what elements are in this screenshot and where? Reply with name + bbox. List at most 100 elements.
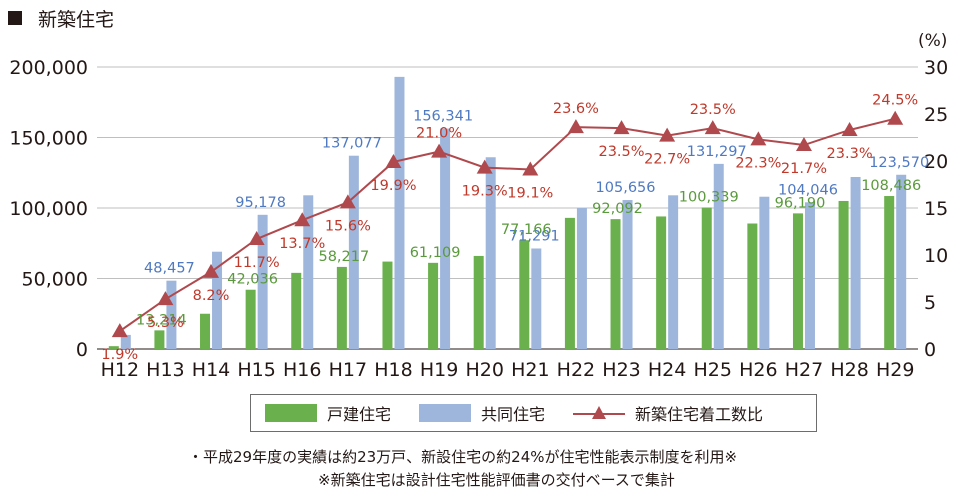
x-tick-label: H28 [830, 359, 868, 381]
x-tick-label: H20 [465, 359, 503, 381]
data-label-collective: 104,046 [778, 182, 838, 198]
y-right-tick-label: 0 [924, 339, 936, 361]
data-label-ratio: 19.3% [462, 184, 508, 200]
ratio-point-marker [795, 137, 812, 152]
x-tick-label: H13 [146, 359, 184, 381]
bar-detached [336, 266, 347, 349]
data-label-ratio: 19.9% [370, 178, 416, 194]
x-tick-label: H17 [329, 359, 367, 381]
bar-detached [291, 272, 302, 349]
y-left-tick-label: 100,000 [9, 198, 88, 220]
legend-swatch-collective [419, 404, 472, 422]
bar-collective [713, 163, 724, 349]
data-label-collective: 131,297 [687, 144, 747, 160]
x-tick-label: H23 [602, 359, 640, 381]
ratio-point-marker [248, 231, 265, 246]
data-label-ratio: 13.7% [279, 236, 325, 252]
ratio-point-marker [522, 161, 539, 176]
data-label-detached: 100,339 [679, 190, 739, 206]
ratio-point-marker [339, 194, 356, 209]
x-tick-label: H14 [192, 359, 230, 381]
x-tick-label: H26 [739, 359, 777, 381]
bar-detached [245, 289, 256, 349]
ratio-point-marker [750, 131, 767, 146]
legend-item-ratio: 新築住宅着工数比 [573, 401, 763, 425]
x-tick-label: H25 [694, 359, 732, 381]
bar-collective [348, 155, 359, 349]
x-tick-label: H27 [785, 359, 823, 381]
ratio-point-marker [567, 119, 584, 134]
bar-detached [610, 219, 621, 349]
data-label-collective: 123,570 [869, 155, 929, 171]
ratio-point-marker [157, 291, 174, 306]
footnote-line-1: ・平成29年度の実績は約23万戸、新設住宅の約24%が住宅性能表示制度を利用※ [188, 448, 738, 466]
data-label-ratio: 23.5% [598, 144, 644, 160]
bar-collective [440, 128, 451, 349]
data-label-detached: 42,036 [227, 272, 278, 288]
bar-detached [701, 207, 712, 349]
data-label-collective: 48,457 [144, 261, 195, 277]
legend-label-detached: 戸建住宅 [327, 405, 392, 424]
bar-collective [622, 200, 633, 349]
data-label-detached: 61,109 [410, 245, 461, 261]
data-label-ratio: 5.3% [147, 315, 184, 331]
bar-detached [564, 217, 575, 349]
y-right-unit: (%) [918, 31, 947, 51]
ratio-point-marker [294, 212, 311, 227]
ratio-point-marker [887, 110, 904, 125]
bar-detached [428, 262, 439, 349]
x-tick-label: H22 [557, 359, 595, 381]
bar-detached [200, 313, 211, 349]
data-label-ratio: 8.2% [193, 288, 230, 304]
x-tick-label: H29 [876, 359, 914, 381]
y-left-tick-label: 50,000 [22, 269, 88, 291]
bar-collective [576, 208, 587, 349]
x-tick-label: H24 [648, 359, 686, 381]
ratio-point-marker [476, 159, 493, 174]
y-left-tick-label: 150,000 [9, 128, 88, 150]
data-label-detached: 58,217 [318, 249, 369, 265]
data-label-detached: 13,214 [136, 312, 187, 328]
bar-collective [394, 76, 405, 350]
x-tick-label: H15 [237, 359, 275, 381]
ratio-point-marker [841, 121, 858, 136]
data-label-ratio: 22.3% [735, 155, 781, 171]
y-right-tick-label: 25 [924, 104, 948, 126]
data-label-collective: 156,341 [413, 109, 473, 125]
y-left-tick-label: 0 [76, 339, 88, 361]
x-tick-label: H19 [420, 359, 458, 381]
bar-detached [838, 200, 849, 349]
bar-collective [166, 280, 177, 349]
bar-detached [382, 261, 393, 349]
data-label-detached: 77,166 [501, 222, 552, 238]
bar-detached [473, 255, 484, 349]
bar-collective [804, 202, 815, 349]
x-tick-label: H12 [101, 359, 139, 381]
legend-item-collective: 共同住宅 [419, 401, 545, 425]
bar-collective [896, 174, 907, 349]
ratio-point-marker [659, 127, 676, 142]
data-label-ratio: 24.5% [872, 93, 918, 109]
y-left-tick-label: 200,000 [9, 57, 88, 79]
bar-detached [519, 240, 530, 349]
chart-heading: 新築住宅 [8, 4, 114, 32]
data-label-ratio: 22.7% [644, 152, 690, 168]
ratio-point-marker [385, 153, 402, 168]
bar-collective [668, 195, 679, 349]
x-tick-label: H18 [374, 359, 412, 381]
data-label-ratio: 23.6% [553, 101, 599, 117]
bar-collective [485, 157, 496, 349]
legend-line-triangle-icon [573, 406, 626, 419]
heading-text: 新築住宅 [38, 8, 115, 31]
footnote-line-2: ※新築住宅は設計住宅性能評価書の交付ベースで集計 [318, 471, 675, 489]
bar-collective [850, 176, 861, 349]
bar-collective [531, 248, 542, 349]
legend-item-detached: 戸建住宅 [265, 401, 391, 425]
bar-collective [759, 196, 770, 349]
data-label-collective: 71,291 [509, 228, 560, 244]
legend-label-collective: 共同住宅 [481, 405, 546, 424]
bar-detached [884, 196, 895, 349]
data-label-ratio: 15.6% [325, 218, 371, 234]
ratio-point-marker [613, 120, 630, 135]
